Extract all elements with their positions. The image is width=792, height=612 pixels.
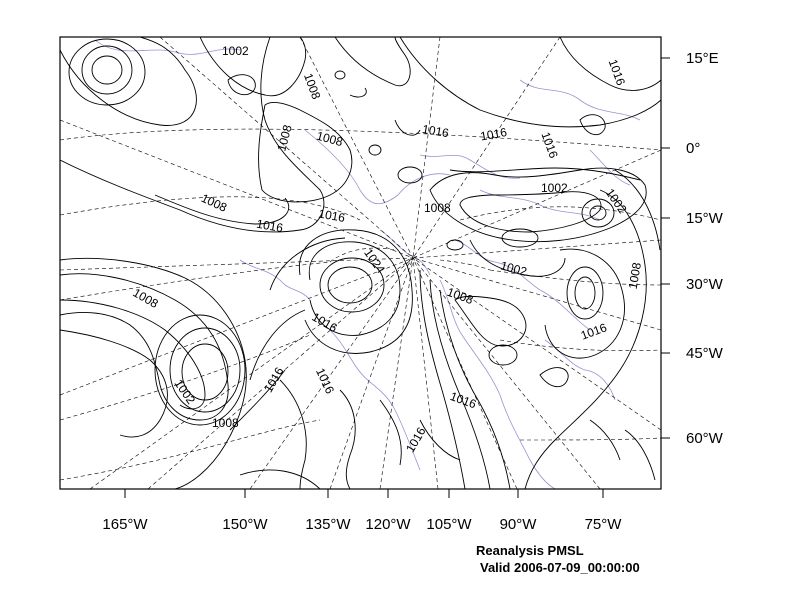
contour-label: 1008 [424, 201, 451, 215]
contour-label: 1016 [579, 320, 609, 342]
map-frame [59, 36, 662, 490]
contour-label: 1008 [199, 191, 229, 215]
longitude-axis [124, 489, 604, 498]
contour-label: 1016 [538, 130, 560, 160]
lat-label: 15°E [686, 50, 719, 67]
contour-label: 1008 [212, 416, 239, 430]
lon-label: 120°W [365, 516, 411, 533]
lon-label: 135°W [305, 516, 351, 533]
contour-label: 1016 [421, 122, 450, 140]
isobar-contours [60, 37, 661, 489]
latitude-axis [661, 57, 670, 439]
lat-label: 30°W [686, 276, 724, 293]
lon-label: 90°W [500, 516, 538, 533]
lon-label: 165°W [102, 516, 148, 533]
lat-label: 60°W [686, 430, 724, 447]
caption-valid-time: Valid 2006-07-09_00:00:00 [480, 560, 640, 575]
lon-label: 75°W [585, 516, 623, 533]
coastlines [94, 39, 641, 489]
contour-label: 1002 [222, 44, 249, 58]
contour-label: 1008 [131, 286, 161, 312]
caption-title: Reanalysis PMSL [476, 543, 584, 558]
contour-label: 1008 [445, 285, 475, 307]
lat-label: 0° [686, 140, 700, 157]
contour-label: 1016 [261, 364, 287, 394]
lon-label: 105°W [426, 516, 472, 533]
graticule [60, 37, 661, 489]
contour-label: 1016 [606, 57, 628, 87]
contour-label: 1008 [274, 123, 295, 153]
contour-label: 1008 [315, 129, 345, 150]
contour-label: 1016 [317, 207, 346, 225]
contour-label: 1002 [499, 258, 529, 279]
contour-label: 1016 [313, 366, 337, 396]
lat-label: 45°W [686, 345, 724, 362]
contour-label: 1002 [541, 181, 568, 195]
contour-label: 1016 [255, 217, 284, 235]
lon-label: 150°W [222, 516, 268, 533]
contour-label: 1008 [626, 261, 644, 290]
lat-label: 15°W [686, 210, 724, 227]
contour-label: 1016 [479, 125, 508, 143]
